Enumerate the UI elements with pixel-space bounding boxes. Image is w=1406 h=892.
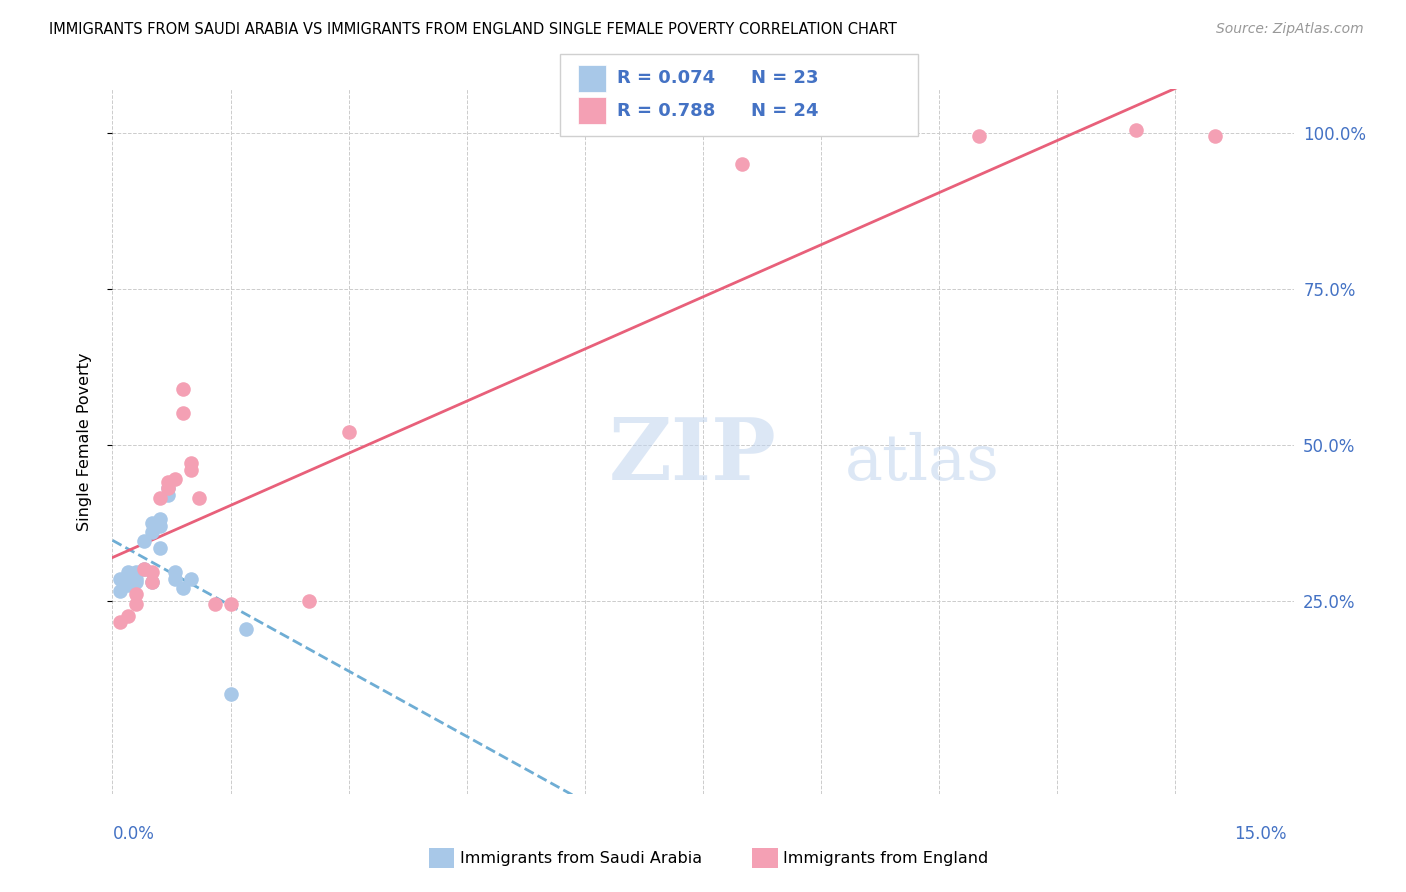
Text: 15.0%: 15.0% <box>1234 825 1286 843</box>
Point <box>172 382 194 396</box>
Point <box>125 597 148 611</box>
Text: atlas: atlas <box>845 432 1000 493</box>
Point <box>125 587 148 601</box>
Point <box>165 566 187 580</box>
Point <box>1125 122 1147 136</box>
Point <box>156 475 179 489</box>
Point <box>967 128 990 143</box>
Point <box>132 562 155 576</box>
Text: Source: ZipAtlas.com: Source: ZipAtlas.com <box>1216 22 1364 37</box>
Point <box>165 472 187 486</box>
Point <box>141 574 163 589</box>
Point <box>298 593 321 607</box>
Point <box>219 687 242 701</box>
Point <box>156 481 179 495</box>
Text: Immigrants from Saudi Arabia: Immigrants from Saudi Arabia <box>460 851 702 865</box>
Point <box>125 572 148 586</box>
Point <box>180 572 202 586</box>
Point <box>149 518 172 533</box>
Point <box>172 407 194 421</box>
Point <box>132 534 155 549</box>
Point <box>117 609 139 624</box>
Point <box>165 572 187 586</box>
Point <box>117 578 139 592</box>
Point <box>125 574 148 589</box>
Point <box>149 541 172 555</box>
Point <box>149 512 172 526</box>
Point <box>110 584 132 599</box>
Y-axis label: Single Female Poverty: Single Female Poverty <box>77 352 91 531</box>
Point <box>180 462 202 476</box>
Point <box>110 572 132 586</box>
Point <box>219 597 242 611</box>
Point <box>141 566 163 580</box>
Point <box>156 487 179 501</box>
Point <box>132 562 155 576</box>
Point <box>337 425 360 440</box>
Point <box>149 491 172 505</box>
Point <box>204 597 226 611</box>
Text: ZIP: ZIP <box>609 414 776 498</box>
Point <box>188 491 211 505</box>
Point <box>141 524 163 539</box>
Text: Immigrants from England: Immigrants from England <box>783 851 988 865</box>
Text: IMMIGRANTS FROM SAUDI ARABIA VS IMMIGRANTS FROM ENGLAND SINGLE FEMALE POVERTY CO: IMMIGRANTS FROM SAUDI ARABIA VS IMMIGRAN… <box>49 22 897 37</box>
Point <box>110 615 132 630</box>
Point <box>731 157 754 171</box>
Point <box>172 581 194 595</box>
Point <box>125 566 148 580</box>
Text: R = 0.788: R = 0.788 <box>617 102 716 120</box>
Point <box>156 481 179 495</box>
Point <box>141 574 163 589</box>
Point <box>180 456 202 470</box>
Text: 0.0%: 0.0% <box>112 825 155 843</box>
Point <box>117 566 139 580</box>
Text: R = 0.074: R = 0.074 <box>617 70 716 87</box>
Point <box>1204 128 1226 143</box>
Text: N = 23: N = 23 <box>751 70 818 87</box>
Text: N = 24: N = 24 <box>751 102 818 120</box>
Point <box>141 516 163 530</box>
Point <box>235 622 257 636</box>
